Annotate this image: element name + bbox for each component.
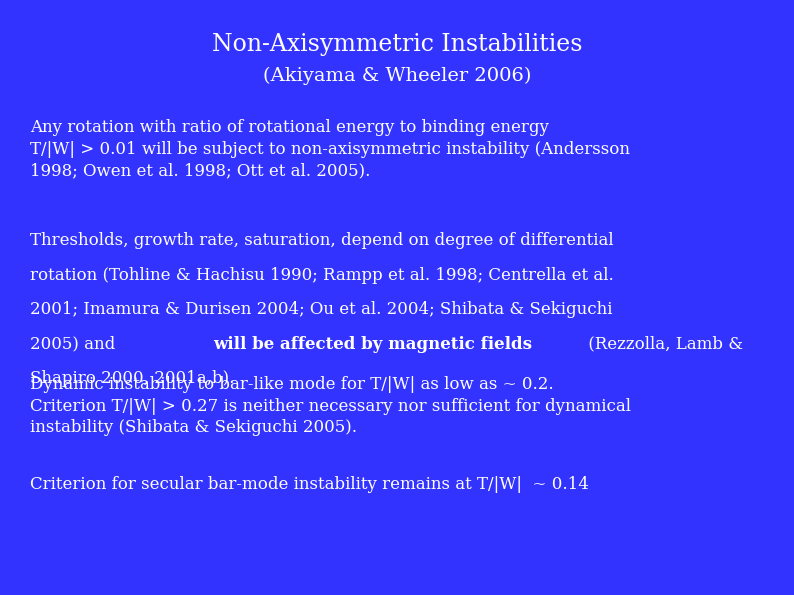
Text: Shapiro 2000, 2001a,b).: Shapiro 2000, 2001a,b). xyxy=(30,370,234,387)
Text: (Rezzolla, Lamb &: (Rezzolla, Lamb & xyxy=(584,336,743,353)
Text: 2005) and: 2005) and xyxy=(30,336,121,353)
Text: Non-Axisymmetric Instabilities: Non-Axisymmetric Instabilities xyxy=(212,33,582,56)
Text: rotation (Tohline & Hachisu 1990; Rampp et al. 1998; Centrella et al.: rotation (Tohline & Hachisu 1990; Rampp … xyxy=(30,267,614,284)
Text: Any rotation with ratio of rotational energy to binding energy
T/|W| > 0.01 will: Any rotation with ratio of rotational en… xyxy=(30,119,630,179)
Text: 2001; Imamura & Durisen 2004; Ou et al. 2004; Shibata & Sekiguchi: 2001; Imamura & Durisen 2004; Ou et al. … xyxy=(30,301,613,318)
Text: Thresholds, growth rate, saturation, depend on degree of differential: Thresholds, growth rate, saturation, dep… xyxy=(30,232,614,249)
Text: Dynamic instability to bar-like mode for T/|W| as low as ~ 0.2.
Criterion T/|W| : Dynamic instability to bar-like mode for… xyxy=(30,376,631,436)
Text: will be affected by magnetic fields: will be affected by magnetic fields xyxy=(213,336,532,353)
Text: (Akiyama & Wheeler 2006): (Akiyama & Wheeler 2006) xyxy=(263,67,531,85)
Text: Criterion for secular bar-mode instability remains at T/|W|  ~ 0.14: Criterion for secular bar-mode instabili… xyxy=(30,476,589,493)
